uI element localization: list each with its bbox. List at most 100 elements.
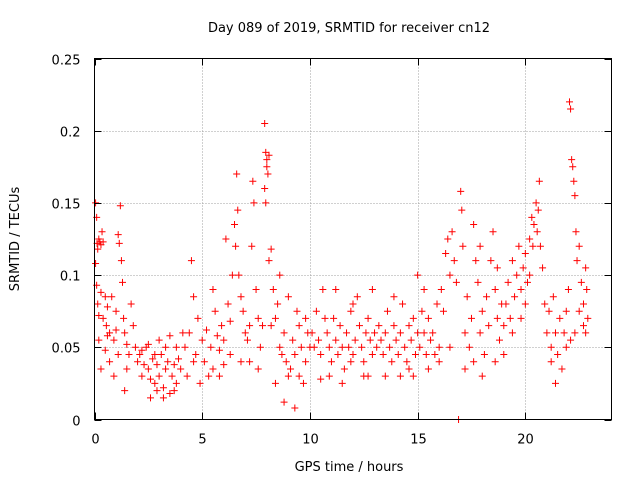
data-point bbox=[220, 361, 228, 369]
data-point bbox=[144, 340, 152, 348]
data-point bbox=[530, 221, 538, 229]
data-point bbox=[579, 322, 587, 330]
data-point bbox=[179, 329, 187, 337]
data-point bbox=[474, 278, 482, 286]
data-point bbox=[159, 394, 167, 402]
data-point bbox=[170, 387, 178, 395]
data-point bbox=[517, 314, 525, 322]
x-tick-label: 20 bbox=[517, 433, 534, 448]
data-point bbox=[390, 293, 398, 301]
data-point bbox=[92, 199, 100, 207]
data-point bbox=[364, 372, 372, 380]
data-point bbox=[558, 365, 566, 373]
data-point bbox=[172, 379, 180, 387]
data-point bbox=[215, 372, 223, 380]
data-point bbox=[461, 329, 469, 337]
data-point bbox=[315, 336, 323, 344]
x-tick-label: 5 bbox=[198, 433, 206, 448]
data-point bbox=[237, 293, 245, 301]
data-point bbox=[92, 260, 100, 268]
data-point bbox=[567, 336, 575, 344]
x-tick-label: 15 bbox=[410, 433, 427, 448]
data-point bbox=[114, 351, 122, 359]
data-point bbox=[103, 303, 111, 311]
data-point bbox=[569, 163, 577, 171]
data-point bbox=[577, 278, 585, 286]
data-point bbox=[243, 336, 251, 344]
data-point bbox=[424, 365, 432, 373]
data-point bbox=[278, 351, 286, 359]
data-point bbox=[97, 288, 105, 296]
data-point bbox=[487, 257, 495, 265]
data-point bbox=[246, 358, 254, 366]
data-point bbox=[317, 351, 325, 359]
data-point bbox=[207, 343, 215, 351]
data-point bbox=[433, 300, 441, 308]
data-point bbox=[500, 322, 508, 330]
data-point bbox=[379, 351, 387, 359]
data-point bbox=[547, 358, 555, 366]
data-point bbox=[224, 300, 232, 308]
data-point bbox=[570, 177, 578, 185]
data-point bbox=[526, 235, 534, 243]
data-point bbox=[386, 343, 394, 351]
data-point bbox=[420, 286, 428, 294]
data-point bbox=[345, 343, 353, 351]
data-point bbox=[435, 358, 443, 366]
data-point bbox=[521, 249, 529, 257]
data-point bbox=[340, 365, 348, 373]
data-point bbox=[353, 293, 361, 301]
x-tick-labels: 0 5 10 15 20 bbox=[91, 433, 533, 448]
data-point bbox=[115, 239, 123, 247]
data-point bbox=[381, 372, 389, 380]
data-point bbox=[366, 336, 374, 344]
data-point bbox=[572, 228, 580, 236]
data-point bbox=[136, 351, 144, 359]
data-point bbox=[190, 358, 198, 366]
data-point bbox=[254, 365, 262, 373]
data-point bbox=[470, 358, 478, 366]
data-point bbox=[405, 365, 413, 373]
data-point bbox=[106, 358, 114, 366]
y-tick-label: 0.15 bbox=[52, 198, 81, 213]
data-point bbox=[437, 286, 445, 294]
data-point bbox=[94, 245, 102, 253]
data-point bbox=[164, 358, 172, 366]
data-point bbox=[582, 329, 590, 337]
data-point bbox=[409, 314, 417, 322]
data-point bbox=[529, 242, 537, 250]
data-point bbox=[526, 271, 534, 279]
data-point bbox=[263, 163, 271, 171]
data-point bbox=[521, 300, 529, 308]
data-point bbox=[213, 332, 221, 340]
data-point bbox=[360, 358, 368, 366]
data-point bbox=[262, 199, 270, 207]
data-point bbox=[383, 307, 391, 315]
data-point bbox=[175, 355, 183, 363]
data-point bbox=[461, 365, 469, 373]
data-point bbox=[394, 351, 402, 359]
data-point bbox=[336, 322, 344, 330]
data-point bbox=[439, 307, 447, 315]
data-point bbox=[190, 293, 198, 301]
data-point bbox=[116, 202, 124, 210]
data-point bbox=[125, 351, 133, 359]
data-point bbox=[508, 257, 516, 265]
data-point bbox=[129, 322, 137, 330]
data-point bbox=[523, 278, 531, 286]
data-point bbox=[250, 199, 258, 207]
data-point bbox=[267, 245, 275, 253]
data-point bbox=[293, 307, 301, 315]
data-point bbox=[371, 329, 379, 337]
data-point bbox=[274, 300, 282, 308]
data-point bbox=[308, 329, 316, 337]
data-point bbox=[472, 257, 480, 265]
data-point bbox=[265, 151, 273, 159]
data-point bbox=[181, 343, 189, 351]
data-point bbox=[185, 329, 193, 337]
data-point bbox=[424, 314, 432, 322]
data-point bbox=[134, 358, 142, 366]
data-point bbox=[343, 329, 351, 337]
data-point bbox=[121, 329, 129, 337]
